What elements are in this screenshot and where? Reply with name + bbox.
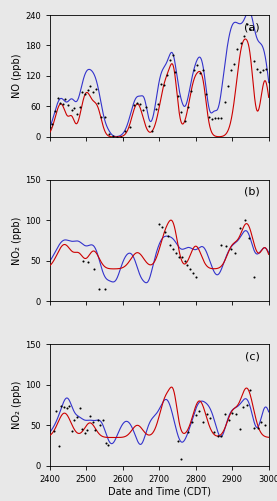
Text: (c): (c) xyxy=(245,351,260,361)
Y-axis label: NO₂ (ppb): NO₂ (ppb) xyxy=(12,216,22,265)
X-axis label: Date and Time (CDT): Date and Time (CDT) xyxy=(108,487,211,496)
Y-axis label: NO (ppb): NO (ppb) xyxy=(12,54,22,98)
Text: (a): (a) xyxy=(244,23,260,33)
Text: (b): (b) xyxy=(244,187,260,197)
Y-axis label: NO₂ (ppb): NO₂ (ppb) xyxy=(12,381,22,429)
